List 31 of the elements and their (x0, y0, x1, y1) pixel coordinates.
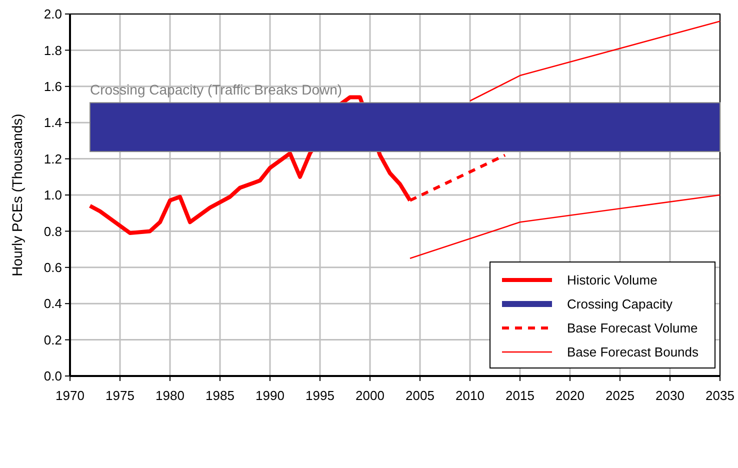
x-tick-label: 1990 (256, 388, 284, 403)
y-tick-label: 0.2 (44, 332, 62, 348)
x-tick-label: 2010 (456, 388, 484, 403)
x-tick-label: 2020 (556, 388, 584, 403)
y-tick-label: 1.0 (44, 188, 62, 203)
x-tick-label: 1970 (56, 388, 84, 403)
x-tick-label: 2030 (656, 388, 684, 403)
x-tick-label: 2025 (606, 388, 634, 403)
y-tick-label: 1.6 (44, 78, 62, 94)
x-tick-label: 1995 (306, 388, 334, 403)
y-tick-label: 0.4 (44, 296, 62, 312)
x-tick-label: 2005 (406, 388, 434, 403)
y-tick-label: 0.8 (44, 224, 62, 239)
y-tick-label: 1.2 (44, 151, 62, 166)
legend-label: Base Forecast Volume (567, 320, 698, 336)
legend-label: Historic Volume (567, 272, 658, 288)
y-axis-title: Hourly PCEs (Thousands) (9, 114, 25, 276)
y-tick-label: 0.6 (44, 260, 62, 275)
y-tick-label: 2.0 (44, 6, 62, 22)
y-tick-label: 1.8 (44, 42, 62, 58)
x-tick-label: 1975 (106, 388, 134, 403)
x-tick-label: 2015 (506, 388, 534, 403)
annotation: Crossing Capacity (Traffic Breaks Down) (90, 82, 342, 98)
legend-label: Base Forecast Bounds (567, 344, 700, 360)
x-tick-label: 2000 (356, 388, 384, 403)
y-tick-label: 1.4 (44, 115, 62, 130)
x-tick-label: 1985 (206, 388, 234, 403)
y-tick-label: 0.0 (44, 368, 62, 384)
legend-label: Crossing Capacity (567, 296, 673, 312)
x-tick-label: 2035 (706, 388, 734, 403)
x-tick-label: 1980 (156, 388, 184, 403)
